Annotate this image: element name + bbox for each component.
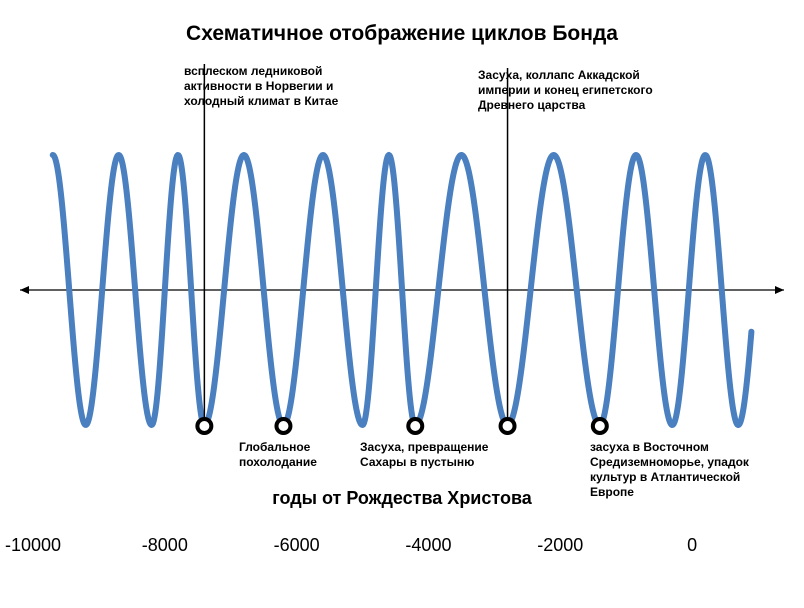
x-tick: -2000 [537, 535, 583, 556]
x-tick: -6000 [274, 535, 320, 556]
annotation-a4: Засуха, превращение Сахары в пустыню [360, 440, 520, 470]
annotation-a3: Глобальное похолодание [239, 440, 354, 470]
chart-title: Схематичное отображение циклов Бонда [0, 22, 804, 46]
x-tick: -10000 [5, 535, 61, 556]
x-tick: -8000 [142, 535, 188, 556]
annotation-a5: засуха в Восточном Средиземноморье, упад… [590, 440, 775, 500]
x-tick: 0 [687, 535, 697, 556]
x-tick: -4000 [405, 535, 451, 556]
annotation-a2: Засуха, коллапс Аккадской империи и коне… [478, 68, 693, 113]
annotation-a1: всплеском ледниковой активности в Норвег… [184, 64, 379, 109]
